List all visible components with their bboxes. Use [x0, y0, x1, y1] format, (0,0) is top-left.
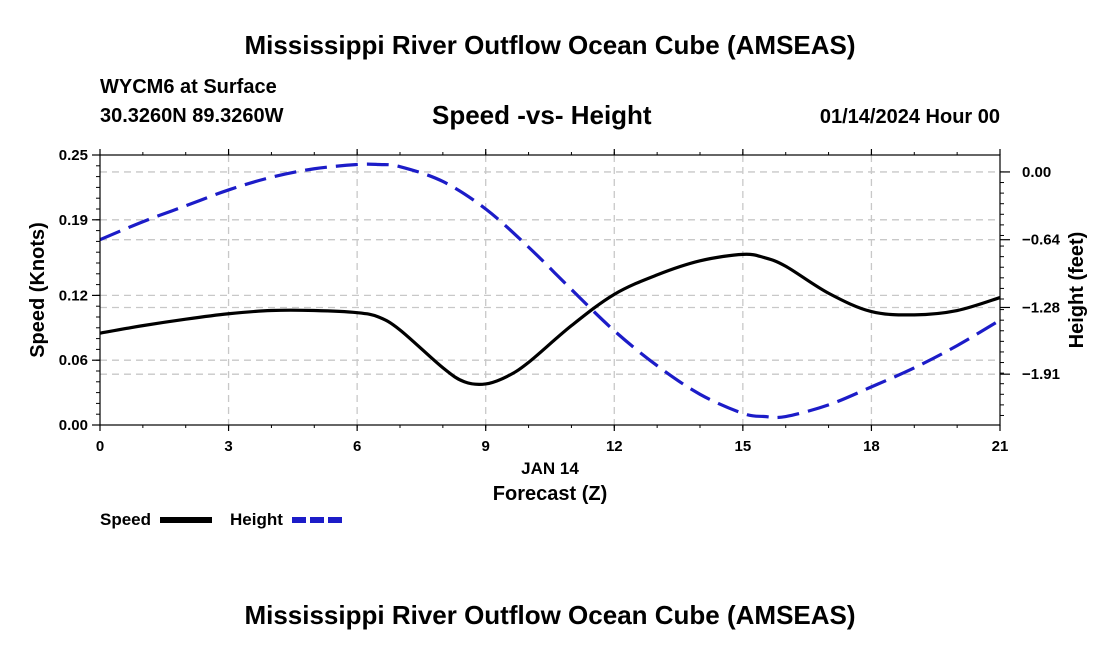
- forecast-datetime: 01/14/2024 Hour 00: [819, 106, 1000, 128]
- series-line-height: [99, 162, 1001, 420]
- x-tick-label: 21: [992, 438, 1009, 455]
- legend-speed-label: Speed: [100, 510, 152, 529]
- legend-height-label: Height: [230, 510, 283, 529]
- series-line-speed: [99, 252, 1001, 386]
- x-tick-label: 0: [96, 438, 104, 455]
- y-tick-label-right: −1.28: [1022, 299, 1060, 316]
- x-tick-label: 6: [353, 438, 361, 455]
- y-tick-label-left: 0.19: [59, 212, 88, 229]
- y-tick-label-right: 0.00: [1022, 164, 1051, 181]
- x-tick-label: 9: [482, 438, 490, 455]
- x-tick-label: 3: [224, 438, 232, 455]
- x-axis-date-label: JAN 14: [521, 459, 579, 478]
- x-tick-label: 15: [735, 438, 752, 455]
- y-tick-label-left: 0.12: [59, 287, 88, 304]
- grid-lines: [100, 155, 1000, 425]
- y-tick-label-right: −1.91: [1022, 366, 1060, 383]
- plot-frame: [99, 154, 1001, 426]
- y-axis-title-right: Height (feet): [1066, 232, 1088, 349]
- x-tick-label: 12: [606, 438, 623, 455]
- station-coordinates: 30.3260N 89.3260W: [100, 105, 284, 127]
- legend-height-swatch: [292, 517, 344, 523]
- axis-labels: JAN 14 Forecast (Z) Speed (Knots) Height…: [27, 222, 1088, 505]
- y-tick-label-left: 0.25: [59, 147, 88, 164]
- legend-speed-swatch: [160, 517, 212, 523]
- y-tick-label-left: 0.00: [59, 417, 88, 434]
- y-tick-label-left: 0.06: [59, 352, 88, 369]
- x-tick-label: 18: [863, 438, 880, 455]
- x-axis-title: Forecast (Z): [493, 483, 607, 505]
- y-axis-title-left: Speed (Knots): [27, 222, 49, 358]
- series-layer: [99, 162, 1001, 420]
- axes: 0 3 6 9 12 15 18 21 0.00 0.06 0.12 0.19 0.25 0.00 −0.6…: [59, 147, 1061, 455]
- page-title: Mississippi River Outflow Ocean Cube (AM…: [244, 30, 856, 60]
- y-tick-label-right: −0.64: [1022, 232, 1061, 249]
- speed-height-chart: 0 3 6 9 12 15 18 21 0.00 0.06 0.12 0.19 0.25 0.00 −0.6…: [27, 147, 1088, 505]
- footer-title: Mississippi River Outflow Ocean Cube (AM…: [244, 600, 856, 630]
- station-label: WYCM6 at Surface: [100, 76, 277, 98]
- chart-title: Speed -vs- Height: [432, 100, 652, 130]
